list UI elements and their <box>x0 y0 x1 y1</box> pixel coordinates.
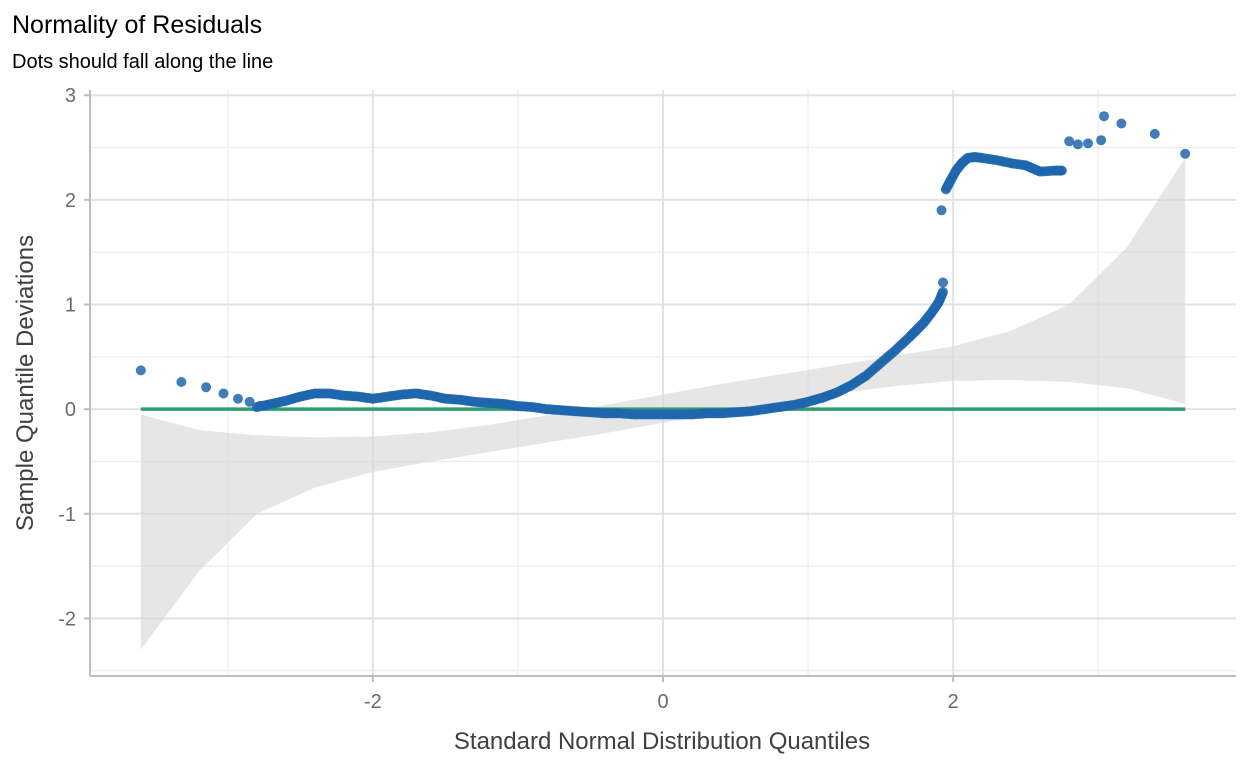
y-tick-label: 1 <box>65 295 76 317</box>
y-tick-label: 3 <box>65 85 76 107</box>
residual-point <box>1116 118 1127 129</box>
major-gridlines <box>90 90 1236 676</box>
residual-point <box>218 388 229 399</box>
x-tick-label: 0 <box>657 691 668 713</box>
residual-point <box>1180 148 1191 159</box>
x-axis-title: Standard Normal Distribution Quantiles <box>454 728 870 755</box>
residual-points <box>135 111 1191 420</box>
residual-point <box>201 382 212 393</box>
residual-point <box>936 205 947 216</box>
y-tick-label: 0 <box>65 399 76 421</box>
y-axis-title: Sample Quantile Deviations <box>12 235 39 531</box>
residual-point <box>1064 136 1075 147</box>
chart-title: Normality of Residuals <box>12 11 262 39</box>
x-axis-ticks: -2 0 2 <box>364 676 959 713</box>
chart-subtitle: Dots should fall along the line <box>12 51 273 73</box>
confidence-band <box>140 158 1186 650</box>
residual-point <box>254 401 265 411</box>
confidence-band-area <box>140 158 1186 650</box>
residual-point <box>1099 111 1109 122</box>
residual-point <box>1056 165 1067 176</box>
residual-point <box>938 287 948 297</box>
residual-point <box>233 393 243 404</box>
x-tick-label: -2 <box>364 691 382 713</box>
residual-point <box>244 396 255 407</box>
residual-point <box>176 377 187 387</box>
y-tick-label: 2 <box>65 190 76 212</box>
residual-point <box>1083 138 1093 149</box>
residual-point <box>1149 128 1160 139</box>
y-axis-ticks: -2 -1 0 1 2 3 <box>58 85 90 630</box>
x-tick-label: 2 <box>948 691 959 713</box>
y-tick-label: -2 <box>58 608 76 630</box>
residual-point <box>135 365 146 376</box>
residual-point <box>938 277 948 288</box>
residual-point <box>1096 135 1107 146</box>
residual-point <box>1072 139 1083 150</box>
y-tick-label: -1 <box>58 504 76 526</box>
